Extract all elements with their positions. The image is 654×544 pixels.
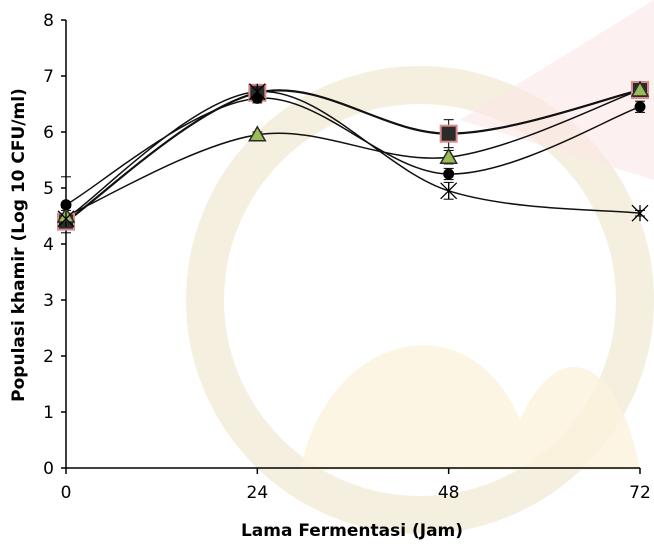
data-point-triangle [248, 125, 267, 142]
watermark-corner [460, 0, 654, 180]
series-line-triangle [65, 89, 641, 217]
y-tick-label: 1 [43, 403, 54, 423]
x-tick-label: 48 [438, 483, 460, 503]
watermark-ring [186, 66, 654, 534]
y-tick-label: 5 [43, 179, 54, 199]
x-tick-label: 0 [61, 483, 72, 503]
data-point-asterisk [57, 210, 75, 228]
series-line-asterisk [65, 90, 641, 220]
data-point-circle [60, 199, 72, 211]
watermark-emblem [300, 345, 640, 470]
x-tick-label: 24 [247, 483, 269, 503]
series-line-circle [65, 97, 641, 206]
tick-labels: 0 1 2 3 4 5 6 7 8 0 24 48 72 [43, 11, 651, 503]
series-lines [65, 88, 641, 223]
y-tick-label: 2 [43, 347, 54, 367]
x-tick-label: 72 [629, 483, 651, 503]
data-point-asterisk [440, 182, 458, 200]
data-point-triangle [630, 80, 650, 97]
series-line-square [65, 88, 641, 223]
y-tick-label: 3 [43, 291, 54, 311]
y-tick-label: 4 [43, 235, 54, 255]
background-watermark [186, 0, 654, 534]
x-axis-title: Lama Fermentasi (Jam) [241, 521, 463, 540]
y-tick-label: 7 [43, 67, 54, 87]
data-point-asterisk [248, 83, 266, 101]
data-point-asterisk [631, 204, 649, 222]
data-point-circle [634, 101, 646, 113]
data-point-circle [443, 168, 455, 180]
data-point-square [439, 124, 458, 143]
y-tick-label: 0 [43, 459, 54, 479]
y-tick-label: 6 [43, 123, 54, 143]
axes [61, 19, 641, 474]
data-point-triangle [439, 147, 458, 164]
series-markers [56, 80, 650, 231]
y-tick-label: 8 [43, 11, 54, 31]
y-axis-title: Populasi khamir (Log 10 CFU/ml) [9, 88, 29, 402]
